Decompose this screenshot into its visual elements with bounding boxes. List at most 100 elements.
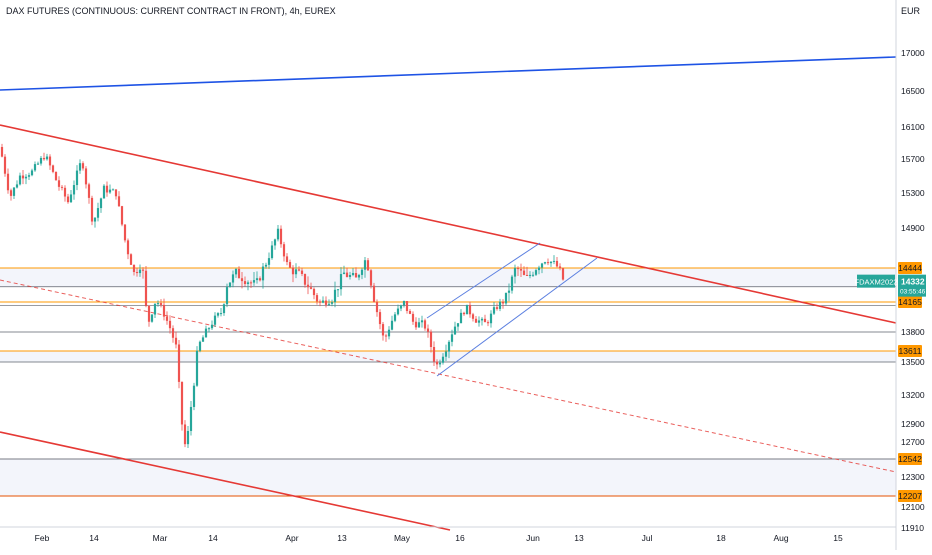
candle-body (504, 292, 508, 304)
x-tick-label: May (394, 533, 411, 543)
candle-body (354, 273, 358, 278)
candle-body (519, 269, 523, 271)
level-tag (898, 490, 922, 502)
candle-body (543, 262, 547, 264)
candle-body (348, 274, 352, 277)
candle-body (168, 320, 172, 329)
candle-body (114, 189, 118, 197)
candle-body (513, 268, 517, 277)
candle-body (246, 282, 250, 285)
x-tick-label: Jul (642, 533, 653, 543)
candle-body (540, 263, 544, 268)
candle-body (552, 260, 556, 262)
candle-body (180, 381, 184, 425)
level-tag (898, 345, 922, 357)
candle-body (72, 185, 76, 195)
candle-body (6, 173, 10, 191)
x-tick-label: 16 (455, 533, 465, 543)
candle-body (387, 329, 391, 337)
candle-body (399, 305, 403, 309)
candle-body (285, 256, 289, 263)
candle-body (252, 280, 256, 283)
candle-body (426, 328, 430, 332)
candle-body (66, 196, 70, 203)
symbol-tag-label: FDAXM2022 (855, 278, 898, 287)
symbol-tag (857, 274, 895, 288)
candle-body (30, 170, 34, 176)
candle-body (186, 430, 190, 445)
candle-body (423, 320, 427, 329)
candle-body (174, 337, 178, 345)
candle-body (24, 176, 28, 179)
candle-body (288, 262, 292, 268)
candle-body (495, 307, 499, 309)
candle-body (144, 270, 148, 306)
candle-body (261, 266, 265, 281)
x-tick-label: Feb (35, 533, 50, 543)
candle-body (69, 194, 73, 203)
candle-body (558, 266, 562, 269)
candle-body (366, 260, 370, 271)
candle-body (444, 351, 448, 357)
candle-body (237, 268, 241, 279)
candle-body (546, 262, 550, 264)
candle-body (201, 337, 205, 342)
candle-body (522, 270, 526, 275)
price-tag-value: 14332 (901, 277, 925, 287)
candle-body (420, 320, 424, 323)
candle-body (381, 324, 385, 336)
candle-body (189, 406, 193, 431)
candle-body (240, 278, 244, 282)
y-tick-label: 13800 (901, 327, 925, 337)
level-tag-label: 12542 (898, 454, 922, 464)
candle-body (369, 270, 373, 286)
candle-body (57, 180, 61, 187)
candle-body (213, 315, 217, 325)
candle-body (150, 314, 154, 322)
candle-body (300, 270, 304, 274)
candle-body (432, 347, 436, 362)
candle-body (333, 289, 337, 303)
candle-body (315, 295, 319, 302)
y-tick-label: 16100 (901, 122, 925, 132)
candle-body (147, 305, 151, 322)
candle-body (282, 244, 286, 257)
candle-body (132, 264, 136, 273)
candle-body (198, 341, 202, 351)
x-tick-label: Aug (773, 533, 788, 543)
candle-body (90, 197, 94, 222)
candle-body (384, 335, 388, 337)
candle-body (408, 310, 412, 314)
candle-body (516, 268, 520, 270)
candle-body (378, 312, 382, 325)
candle-body (39, 157, 43, 164)
candle-body (33, 164, 37, 171)
candle-body (102, 185, 106, 199)
x-tick-label: 14 (89, 533, 99, 543)
candle-body (480, 318, 484, 321)
candle-body (138, 269, 142, 274)
candle-body (96, 208, 100, 218)
candle-body (21, 175, 25, 179)
candle-body (12, 187, 16, 196)
candle-body (264, 264, 268, 267)
candle-body (351, 273, 355, 275)
candle-body (501, 301, 505, 304)
candle-body (537, 267, 541, 271)
candle-body (216, 313, 220, 316)
x-tick-label: Apr (285, 533, 298, 543)
candle-body (225, 287, 229, 305)
candle-body (18, 175, 22, 185)
candle-body (306, 284, 310, 288)
candle-body (531, 274, 535, 276)
x-tick-label: Mar (153, 533, 168, 543)
candle-body (105, 185, 109, 193)
candle-body (75, 170, 79, 186)
x-tick-label: 13 (337, 533, 347, 543)
candle-body (93, 217, 97, 222)
candle-body (561, 268, 565, 280)
candle-body (489, 313, 493, 324)
candle-body (393, 314, 397, 321)
candle-body (339, 274, 343, 290)
